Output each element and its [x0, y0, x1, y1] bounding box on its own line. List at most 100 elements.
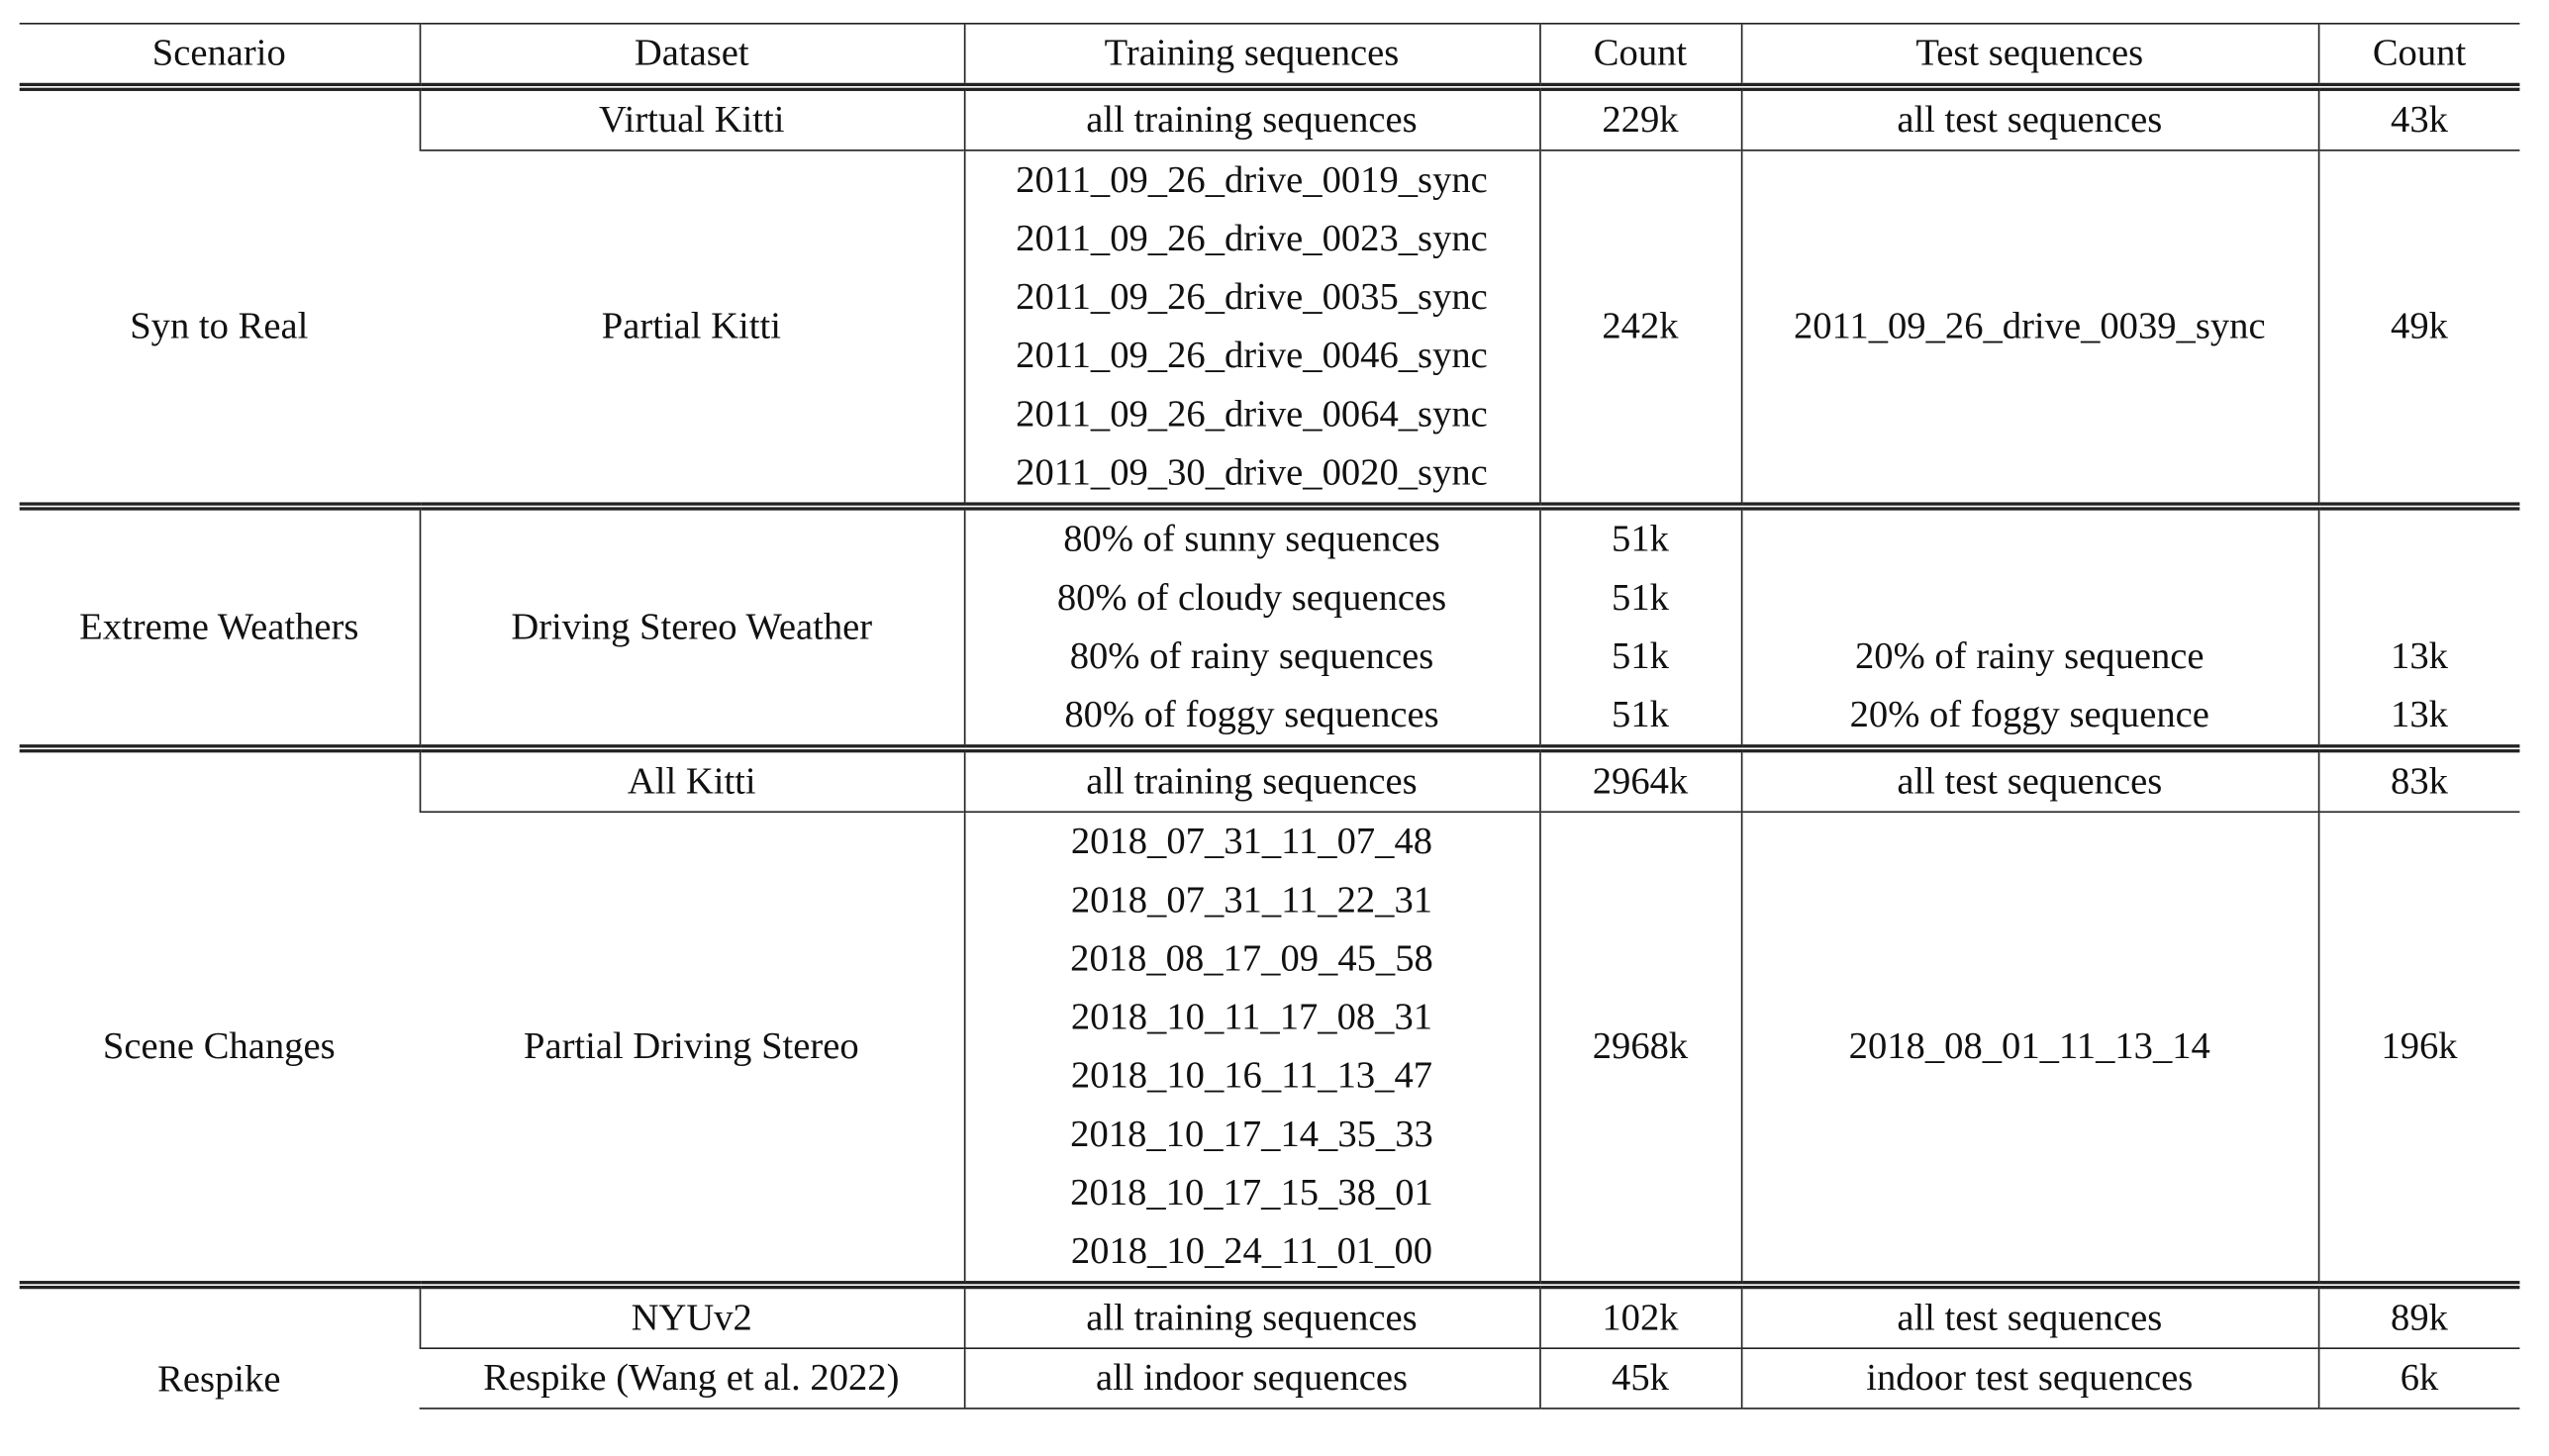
test-sequences-cell-text: all test sequences [1897, 760, 2163, 804]
training-count-cell-line: 51k [1612, 518, 1669, 561]
scenario-cell: Syn to Real [19, 86, 420, 507]
training-sequences-cell-line: 2011_09_26_drive_0035_sync [1016, 276, 1488, 319]
training-sequences-cell: all indoor sequences [963, 1347, 1540, 1409]
training-count-cell: 102k [1538, 1281, 1741, 1349]
test-count-cell-line: 13k [2391, 694, 2448, 736]
table-row: Extreme Weathers Driving Stereo Weather 80… [19, 502, 2520, 749]
test-count-cell-line [2319, 569, 2520, 628]
scenario-label: Syn to Real [130, 305, 309, 348]
dataset-cell: Respike (Wang et al. 2022) [419, 1347, 964, 1409]
dataset-cell: Partial Driving Stereo [419, 811, 964, 1286]
scenario-cell: Extreme Weathers [19, 502, 420, 749]
training-sequences-cell-text: all training sequences [1086, 99, 1418, 142]
dataset-cell-text: Driving Stereo Weather [511, 606, 873, 649]
test-count-cell: 89k [2316, 1281, 2520, 1349]
test-count-cell-text: 6k [2400, 1357, 2439, 1400]
test-sequences-cell: all test sequences [1739, 744, 2318, 813]
training-sequences-cell: all training sequences [963, 1281, 1540, 1349]
training-count-cell-text: 242k [1602, 305, 1679, 348]
training-sequences-cell: 2018_07_31_11_07_48 2018_07_31_11_22_31 20… [963, 811, 1540, 1286]
scenario-label: Respike [157, 1358, 281, 1401]
training-count-cell: 51k 51k 51k 51k [1538, 502, 1741, 749]
training-sequences-cell-line: 80% of rainy sequences [1069, 635, 1434, 678]
table-row: Respike (Wang et al. 2022) all indoor seq… [20, 1347, 2520, 1409]
training-sequences-cell: all training sequences [963, 86, 1540, 150]
training-sequences-cell-line: 2018_07_31_11_07_48 [1070, 821, 1433, 864]
table-row: Respike NYUv2 all training sequences 102k al… [19, 1281, 2520, 1408]
test-sequences-cell-text: 2011_09_26_drive_0039_sync [1793, 305, 2266, 348]
dataset-cell-text: Respike (Wang et al. 2022) [483, 1357, 900, 1400]
test-sequences-cell-text: all test sequences [1897, 99, 2163, 142]
test-sequences-cell-line [1742, 569, 2317, 628]
test-sequences-cell: 2011_09_26_drive_0039_sync [1739, 149, 2318, 507]
test-count-cell: 83k [2316, 744, 2520, 813]
test-sequences-cell: 2018_08_01_11_13_14 [1739, 811, 2318, 1286]
training-sequences-cell-line: 2018_10_16_11_13_47 [1070, 1054, 1433, 1098]
dataset-cell: Virtual Kitti [418, 86, 964, 150]
training-sequences-cell-line: 2011_09_26_drive_0064_sync [1016, 393, 1488, 437]
training-sequences-cell: 2011_09_26_drive_0019_sync 2011_09_26_dri… [963, 149, 1540, 507]
training-sequences-cell: 80% of sunny sequences 80% of cloudy sequ… [963, 502, 1540, 749]
test-count-cell-text: 196k [2381, 1025, 2458, 1068]
training-count-cell-line: 51k [1612, 694, 1669, 736]
header-training-count: Count [1538, 22, 1741, 91]
dataset-cell-text: Partial Driving Stereo [523, 1025, 859, 1068]
training-count-cell-text: 102k [1602, 1297, 1679, 1340]
test-count-cell: 6k [2316, 1347, 2520, 1409]
table-row: Syn to Real Virtual Kitti all training seq… [19, 86, 2520, 507]
training-count-cell-text: 2968k [1592, 1025, 1689, 1068]
scenario-label: Extreme Weathers [79, 605, 359, 648]
test-sequences-cell-line: 20% of foggy sequence [1849, 694, 2209, 736]
header-training-sequences: Training sequences [963, 22, 1540, 91]
training-sequences-cell-line: 2018_07_31_11_22_31 [1070, 879, 1433, 922]
test-count-cell-text: 49k [2391, 305, 2448, 348]
test-sequences-cell: indoor test sequences [1739, 1347, 2318, 1409]
scenario-cell: Scene Changes [19, 744, 420, 1286]
training-sequences-cell-line: 80% of foggy sequences [1064, 694, 1439, 736]
test-sequences-cell: 20% of rainy sequence 20% of foggy sequen… [1739, 502, 2318, 749]
test-sequences-cell-line: 20% of rainy sequence [1855, 635, 2205, 678]
training-sequences-cell-line: 2018_08_17_09_45_58 [1070, 937, 1433, 981]
dataset-cell: NYUv2 [418, 1281, 964, 1349]
table-row: Scene Changes All Kitti all training seque… [19, 744, 2520, 1286]
dataset-cell: Partial Kitti [419, 149, 964, 507]
test-count-cell: 49k [2316, 149, 2520, 507]
dataset-cell-text: All Kitti [627, 760, 756, 804]
test-count-cell-text: 83k [2391, 760, 2448, 804]
training-sequences-cell-line: 80% of cloudy sequences [1056, 576, 1447, 620]
header-test-sequences: Test sequences [1739, 22, 2318, 91]
training-count-cell-text: 2964k [1592, 760, 1689, 804]
training-count-cell: 2964k [1538, 744, 1741, 813]
dataset-cell-text: NYUv2 [631, 1297, 752, 1340]
training-count-cell: 229k [1538, 86, 1741, 150]
training-sequences-cell-line: 2011_09_26_drive_0019_sync [1016, 158, 1488, 202]
dataset-cell-text: Virtual Kitti [599, 99, 785, 142]
training-count-cell: 2968k [1538, 811, 1741, 1286]
test-sequences-cell-text: all test sequences [1897, 1297, 2163, 1340]
header-dataset: Dataset [418, 22, 964, 91]
training-count-cell-line: 51k [1612, 576, 1669, 620]
dataset-split-table: Scenario Dataset Training sequences Coun… [19, 22, 2520, 1409]
scenario-label: Scene Changes [102, 1025, 336, 1068]
training-sequences-cell-line: 2018_10_11_17_08_31 [1070, 996, 1433, 1039]
training-sequences-cell-line: 2018_10_24_11_01_00 [1070, 1230, 1433, 1273]
dataset-cell: Driving Stereo Weather [418, 502, 964, 749]
training-sequences-cell-text: all indoor sequences [1095, 1357, 1409, 1400]
table-row: Partial Kitti 2011_09_26_drive_0019_sync 2… [20, 149, 2520, 507]
scenario-cell: Respike [19, 1281, 420, 1408]
header-test-count: Count [2316, 22, 2520, 91]
training-sequences-cell-line: 2011_09_26_drive_0023_sync [1016, 218, 1488, 260]
training-count-cell: 242k [1538, 149, 1741, 507]
training-sequences-cell-line: 2011_09_30_drive_0020_sync [1016, 451, 1488, 495]
test-sequences-cell: all test sequences [1739, 1281, 2318, 1349]
table-body: Syn to Real Virtual Kitti all training seq… [19, 86, 2520, 1409]
training-sequences-cell-line: 2011_09_26_drive_0046_sync [1016, 335, 1488, 377]
header-scenario: Scenario [19, 22, 420, 91]
training-sequences-cell-line: 80% of sunny sequences [1063, 518, 1440, 561]
test-count-cell-line [2319, 511, 2520, 569]
test-count-cell: 13k 13k [2316, 502, 2520, 749]
training-count-cell: 45k [1538, 1347, 1741, 1409]
training-sequences-cell: all training sequences [963, 744, 1540, 813]
test-count-cell: 43k [2316, 86, 2520, 150]
